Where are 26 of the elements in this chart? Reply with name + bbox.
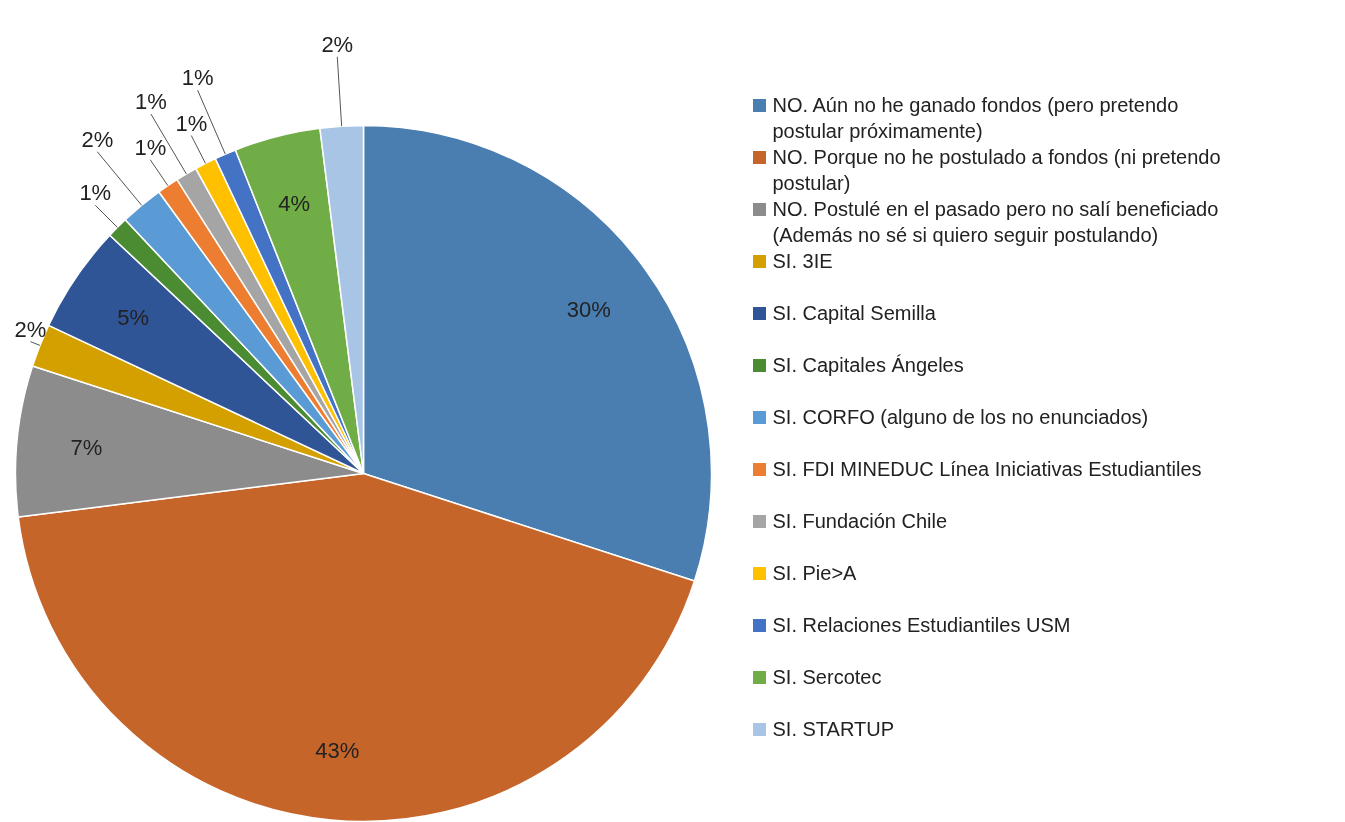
legend-label: SI. Pie>A — [772, 561, 858, 584]
legend-label: SI. Relaciones Estudiantiles USM — [772, 613, 1071, 636]
data-label: 2% — [81, 126, 114, 152]
data-label: 4% — [278, 191, 311, 217]
legend-label: NO. Aún no he ganado fondos (pero pretendo postular próximamente) — [772, 93, 1179, 142]
data-label: 1% — [79, 180, 112, 206]
legend-label: SI. Sercotec — [772, 665, 882, 688]
legend-label: NO. Postulé en el pasado pero no salí beneficiado (Además no sé si quiero seguir postulando) — [772, 197, 1219, 246]
legend-label: SI. FDI MINEDUC Línea Iniciativas Estudiantiles — [772, 457, 1202, 480]
data-label: 1% — [134, 134, 167, 160]
legend-label: SI. 3IE — [772, 249, 833, 272]
legend-label: SI. Capital Semilla — [772, 301, 937, 324]
legend-label: SI. Capitales Ángeles — [772, 353, 964, 376]
data-label: 30% — [566, 297, 611, 323]
data-label: 1% — [175, 110, 208, 136]
legend-label: NO. Porque no he postulado a fondos (ni pretendo postular) — [772, 145, 1221, 194]
data-label: 2% — [14, 316, 47, 342]
data-label: 2% — [321, 31, 354, 57]
data-label: 7% — [70, 434, 103, 460]
legend-label: SI. CORFO (alguno de los no enunciados) — [772, 405, 1149, 428]
legend-label: SI. Fundación Chile — [772, 509, 948, 532]
legend-label: SI. STARTUP — [772, 717, 895, 740]
data-label: 1% — [135, 89, 167, 115]
data-label: 43% — [315, 738, 360, 764]
data-label: 1% — [181, 65, 214, 91]
data-label: 5% — [117, 304, 150, 330]
